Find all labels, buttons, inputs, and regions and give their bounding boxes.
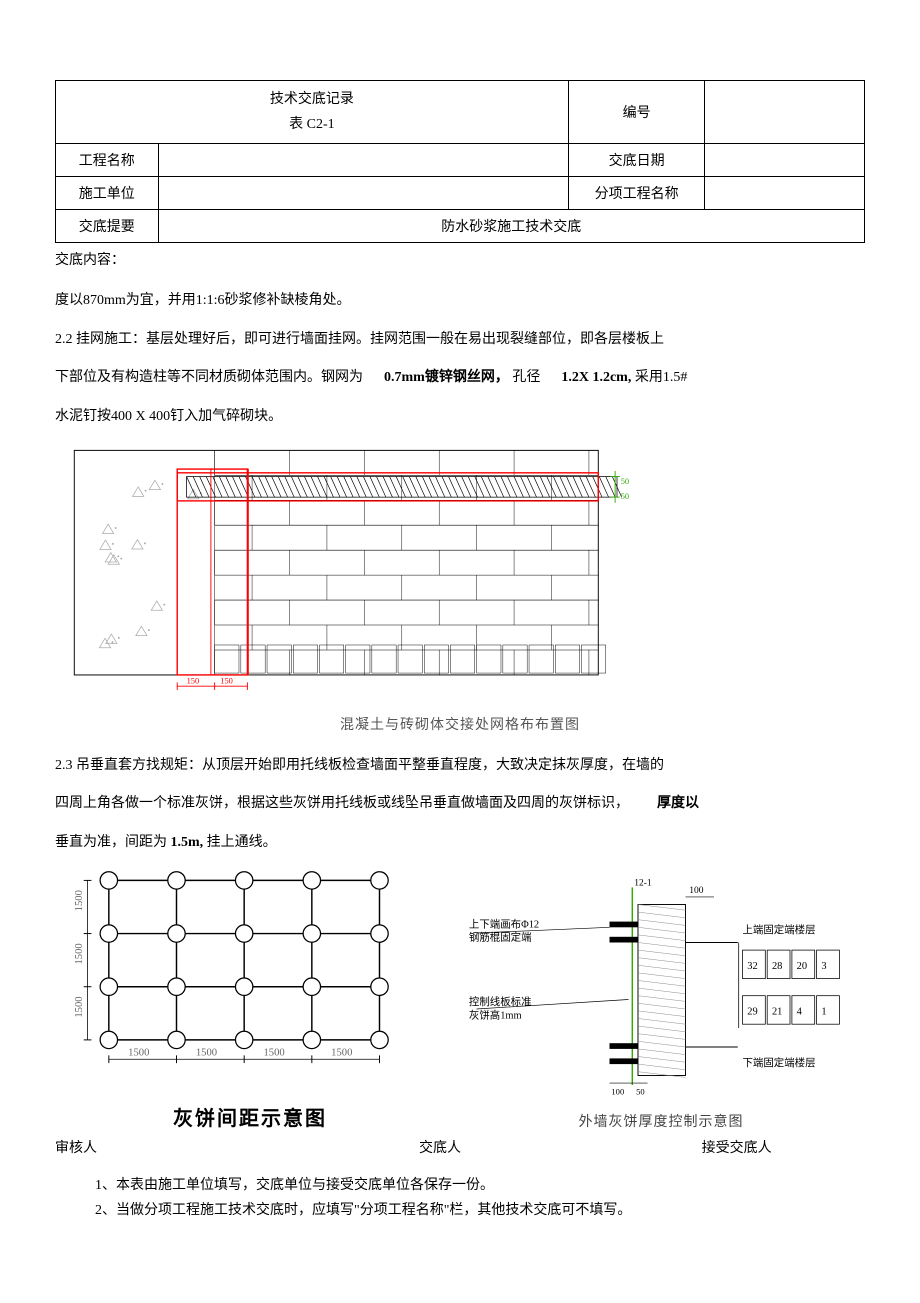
svg-text:1500: 1500	[128, 1047, 149, 1058]
p3b-pre: 四周上角各做一个标准灰饼，根据这些灰饼用托线板或线坠吊垂直做墙面及四周的灰饼标识…	[55, 796, 629, 811]
row1-right-value	[705, 177, 865, 210]
para-3c: 垂直为准，间距为 1.5m, 挂上通线。	[55, 825, 865, 861]
svg-text:50: 50	[621, 476, 629, 486]
svg-text:灰饼高1mm: 灰饼高1mm	[469, 1009, 522, 1022]
row1-right-label: 分项工程名称	[568, 177, 705, 210]
svg-text:1500: 1500	[74, 890, 85, 911]
diagram1-holder: 50 50 150 150	[55, 441, 865, 708]
svg-text:32: 32	[747, 961, 757, 972]
para-2a: 2.2 挂网施工：基层处理好后，即可进行墙面挂网。挂网范围一般在易出现裂缝部位，…	[55, 322, 865, 358]
title-line1: 技术交底记录	[64, 87, 560, 112]
footer-discloser: 交底人	[312, 1137, 569, 1157]
svg-text:50: 50	[621, 491, 629, 501]
diagram2-svg: 1500 1500 1500 1500 1500 1500 1500	[55, 863, 443, 1095]
diagram2-holder: 1500 1500 1500 1500 1500 1500 1500 灰饼间距示意图	[55, 863, 445, 1131]
svg-text:1500: 1500	[74, 943, 85, 964]
header-table: 技术交底记录 表 C2-1 编号 工程名称 交底日期 施工单位 分项工程名称 交…	[55, 80, 865, 243]
svg-text:1500: 1500	[331, 1047, 352, 1058]
svg-text:12-1: 12-1	[634, 879, 652, 889]
body-text: 度以870mm为宜，并用1:1:6砂浆修补缺棱角处。 2.2 挂网施工：基层处理…	[55, 283, 865, 435]
para-2c: 水泥钉按400 X 400钉入加气碎砌块。	[55, 399, 865, 435]
row0-right-value	[705, 144, 865, 177]
svg-text:3: 3	[821, 961, 826, 972]
svg-text:控制线板标准: 控制线板标准	[469, 995, 532, 1008]
svg-text:100: 100	[611, 1087, 624, 1097]
svg-text:1500: 1500	[74, 997, 85, 1018]
svg-text:28: 28	[772, 961, 782, 972]
p2b-post: 采用1.5#	[635, 370, 688, 385]
dual-figure-row: 1500 1500 1500 1500 1500 1500 1500 灰饼间距示意图 上下端…	[55, 863, 865, 1131]
svg-text:20: 20	[797, 961, 807, 972]
diagram2-caption: 灰饼间距示意图	[55, 1102, 445, 1131]
p2b-mid: 孔径	[512, 370, 540, 385]
bianhao-value	[705, 81, 865, 144]
p2b-pre: 下部位及有构造柱等不同材质砌体范围内。钢网为	[55, 370, 363, 385]
p3b-bold: 厚度以	[657, 796, 699, 811]
svg-text:下端固定端楼层: 下端固定端楼层	[743, 1056, 816, 1069]
svg-text:4: 4	[797, 1007, 803, 1018]
content-label: 交底内容：	[55, 249, 865, 269]
row0-right-label: 交底日期	[568, 144, 705, 177]
svg-text:21: 21	[772, 1007, 782, 1018]
tiyao-value: 防水砂浆施工技术交底	[158, 210, 864, 243]
diagram3-svg: 上下端画布Φ12钢筋棍固定端控制线板标准灰饼高1mm 12-1 100 上端固定端楼层…	[457, 876, 857, 1104]
svg-text:钢筋棍固定端: 钢筋棍固定端	[469, 931, 532, 944]
svg-text:29: 29	[747, 1007, 757, 1018]
diagram3-caption: 外墙灰饼厚度控制示意图	[457, 1111, 865, 1131]
row0-value	[158, 144, 568, 177]
svg-text:1500: 1500	[196, 1047, 217, 1058]
title-line2: 表 C2-1	[64, 112, 560, 137]
title-cell: 技术交底记录 表 C2-1	[56, 81, 569, 144]
tiyao-label: 交底提要	[56, 210, 159, 243]
footer-reviewer: 审核人	[55, 1137, 312, 1157]
svg-text:1: 1	[821, 1007, 826, 1018]
row1-label: 施工单位	[56, 177, 159, 210]
svg-text:上下端画布Φ12: 上下端画布Φ12	[469, 917, 539, 930]
p3c-bold: 1.5m,	[171, 835, 204, 850]
row0-label: 工程名称	[56, 144, 159, 177]
row1-value	[158, 177, 568, 210]
para-2b: 下部位及有构造柱等不同材质砌体范围内。钢网为 0.7mm镀锌钢丝网， 孔径 1.…	[55, 360, 865, 396]
svg-text:150: 150	[220, 675, 233, 685]
note-1: 1、本表由施工单位填写，交底单位与接受交底单位各保存一份。	[95, 1173, 865, 1198]
svg-text:1500: 1500	[264, 1047, 285, 1058]
notes: 1、本表由施工单位填写，交底单位与接受交底单位各保存一份。 2、当做分项工程施工…	[55, 1173, 865, 1223]
diagram1-caption: 混凝土与砖砌体交接处网格布布置图	[55, 714, 865, 734]
p3c-post: 挂上通线。	[207, 835, 277, 850]
note-2: 2、当做分项工程施工技术交底时，应填写"分项工程名称"栏，其他技术交底可不填写。	[95, 1198, 865, 1223]
diagram1-svg: 50 50 150 150	[55, 441, 655, 703]
svg-text:50: 50	[636, 1087, 645, 1097]
footer-row: 审核人 交底人 接受交底人	[55, 1137, 865, 1157]
para-3b: 四周上角各做一个标准灰饼，根据这些灰饼用托线板或线坠吊垂直做墙面及四周的灰饼标识…	[55, 786, 865, 822]
p2b-bold2: 1.2X 1.2cm,	[561, 370, 631, 385]
bianhao-label: 编号	[568, 81, 705, 144]
para-1: 度以870mm为宜，并用1:1:6砂浆修补缺棱角处。	[55, 283, 865, 319]
body-text-2: 2.3 吊垂直套方找规矩：从顶层开始即用托线板检查墙面平整垂直程度，大致决定抹灰…	[55, 748, 865, 861]
p3c-pre: 垂直为准，间距为	[55, 835, 171, 850]
svg-text:100: 100	[689, 886, 704, 896]
footer-receiver: 接受交底人	[568, 1137, 865, 1157]
svg-text:上端固定端楼层: 上端固定端楼层	[743, 923, 816, 936]
para-3a: 2.3 吊垂直套方找规矩：从顶层开始即用托线板检查墙面平整垂直程度，大致决定抹灰…	[55, 748, 865, 784]
svg-text:150: 150	[187, 675, 200, 685]
p2b-bold1: 0.7mm镀锌钢丝网，	[384, 370, 509, 385]
diagram3-holder: 上下端画布Φ12钢筋棍固定端控制线板标准灰饼高1mm 12-1 100 上端固定端楼层…	[457, 876, 865, 1131]
